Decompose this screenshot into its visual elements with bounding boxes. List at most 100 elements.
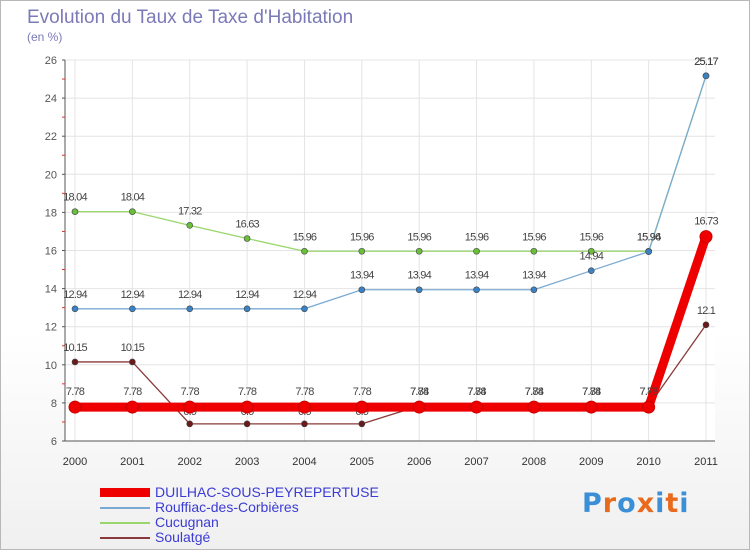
logo-letter: r: [602, 488, 618, 519]
legend-swatch: [100, 521, 150, 524]
data-point: [71, 208, 79, 215]
legend-label: Cucugnan: [155, 514, 219, 530]
series-line: [70, 232, 711, 412]
x-tick-label: 2011: [694, 456, 718, 468]
data-label: 12.94: [235, 289, 259, 301]
data-label: 25.17: [694, 56, 718, 68]
data-label: 15.96: [350, 231, 374, 243]
data-label: 16.63: [235, 218, 259, 230]
data-point: [301, 247, 308, 255]
x-tick-label: 2005: [350, 456, 374, 468]
data-point: [186, 420, 194, 428]
chart-subtitle: (en %): [27, 30, 63, 44]
data-point: [129, 305, 136, 313]
series-rouffiac-des-corbi-res: 12.94 12.94 12.94 12.94 12.94 13.94 13.94 13.94…: [63, 56, 719, 313]
data-label: 16.73: [694, 216, 718, 228]
logo-letter: P: [582, 488, 603, 519]
data-label: 7.78: [295, 386, 314, 398]
x-tick-label: 2007: [464, 456, 488, 468]
legend-item: DUILHAC-SOUS-PEYREPERTUSE: [100, 485, 379, 500]
data-point: [473, 286, 480, 294]
data-point: [358, 286, 366, 294]
data-label: 15.96: [580, 231, 604, 243]
y-tick-label: 16: [45, 246, 57, 258]
data-point: [702, 321, 710, 329]
y-tick-label: 14: [45, 284, 57, 296]
data-point: [415, 247, 423, 255]
y-tick-label: 6: [51, 436, 57, 448]
logo-letter: o: [617, 488, 637, 519]
legend-item: Rouffiac-des-Corbières: [100, 500, 379, 515]
logo-letter: i: [655, 488, 666, 519]
data-label: 12.1: [697, 305, 716, 317]
data-point: [530, 247, 538, 255]
data-label: 13.94: [407, 270, 431, 282]
data-point: [183, 400, 197, 414]
data-point: [355, 400, 369, 414]
legend-swatch: [100, 536, 150, 539]
x-tick-label: 2003: [235, 456, 259, 468]
data-label: 25.17: [694, 56, 718, 68]
data-point: [68, 400, 82, 414]
chart-title: Evolution du Taux de Taxe d'Habitation: [27, 7, 354, 28]
series-cucugnan: 18.04 18.04 17.32 16.63 15.96 15.96 15.96 15.96…: [63, 56, 719, 255]
data-label: 7.84: [410, 386, 429, 398]
data-label: 7.78: [640, 386, 659, 398]
data-label: 12.94: [293, 289, 317, 301]
data-point: [358, 420, 366, 428]
data-point: [186, 222, 194, 229]
y-tick-label: 24: [45, 93, 57, 105]
data-point: [473, 247, 480, 255]
data-label: 13.94: [465, 270, 489, 282]
data-label: 7.78: [353, 386, 372, 398]
data-label: 10.15: [63, 342, 87, 354]
data-point: [71, 358, 79, 366]
logo-letter: i: [679, 488, 690, 519]
data-point: [527, 400, 541, 414]
data-point: [587, 267, 595, 274]
data-point: [584, 400, 598, 414]
data-label: 13.94: [522, 270, 546, 282]
data-point: [415, 286, 423, 294]
data-label: 10.15: [121, 342, 145, 354]
data-label: 15.96: [637, 231, 661, 243]
data-label: 13.94: [350, 270, 374, 282]
data-label: 12.94: [121, 289, 145, 301]
logo-letter: t: [665, 488, 680, 519]
data-label: 7.84: [582, 386, 601, 398]
x-tick-label: 2004: [292, 456, 316, 468]
data-label: 7.78: [238, 386, 257, 398]
x-tick-label: 2006: [407, 456, 431, 468]
data-label: 12.94: [178, 289, 202, 301]
data-point: [297, 400, 311, 414]
data-label: 14.94: [580, 251, 604, 263]
x-tick-label: 2008: [522, 456, 546, 468]
series-line: [74, 75, 707, 252]
data-point: [301, 420, 308, 428]
data-point: [530, 286, 538, 294]
y-tick-label: 20: [45, 169, 57, 181]
x-tick-label: 2002: [177, 456, 201, 468]
data-label: 17.32: [178, 205, 202, 217]
x-tick-label: 2010: [636, 456, 660, 468]
data-label: 15.96: [522, 231, 546, 243]
data-point: [243, 305, 251, 313]
data-point: [301, 305, 308, 313]
data-label: 7.78: [467, 386, 486, 398]
data-label: 7.78: [123, 386, 142, 398]
data-label: 7.78: [525, 386, 544, 398]
x-tick-label: 2009: [579, 456, 603, 468]
logo-letter: x: [636, 488, 656, 519]
data-label: 18.04: [63, 192, 87, 204]
legend-swatch: [100, 488, 150, 497]
y-tick-label: 26: [45, 55, 57, 67]
legend-label: Rouffiac-des-Corbières: [155, 499, 299, 515]
legend-item: Cucugnan: [100, 515, 379, 530]
chart-legend: DUILHAC-SOUS-PEYREPERTUSE Rouffiac-des-Co…: [100, 485, 379, 545]
data-point: [587, 247, 595, 255]
data-point: [642, 400, 656, 414]
y-tick-label: 18: [45, 207, 57, 219]
data-label: 15.96: [407, 231, 431, 243]
data-point: [240, 400, 254, 414]
